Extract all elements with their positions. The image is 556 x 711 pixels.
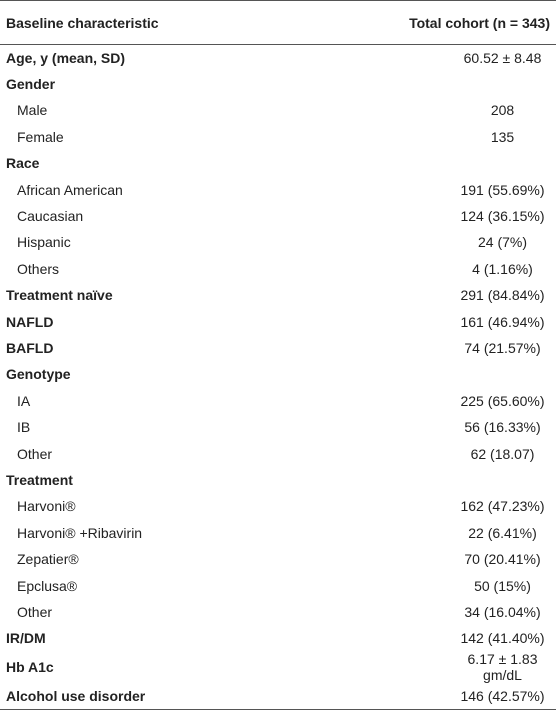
row-label: African American xyxy=(17,181,123,198)
row: Harvoni® 162 (47.23%) xyxy=(0,493,556,519)
row-value: 6.17 ± 1.83 gm/dL xyxy=(467,651,538,684)
row: Female 135 xyxy=(0,124,556,150)
row: Hispanic 24 (7%) xyxy=(0,229,556,255)
row-value: 62 (18.07) xyxy=(470,445,535,462)
row-value: 34 (16.04%) xyxy=(464,603,541,620)
row-label: BAFLD xyxy=(6,339,54,356)
row: Age, y (mean, SD) 60.52 ± 8.48 xyxy=(0,45,556,71)
row: Race xyxy=(0,150,556,176)
row-label: Treatment naïve xyxy=(6,287,113,304)
header-cell: Total cohort (n = 343) xyxy=(300,0,556,45)
table-body: Age, y (mean, SD) 60.52 ± 8.48 Gender Male 2… xyxy=(0,45,556,711)
row-value: 50 (15%) xyxy=(474,577,531,594)
row-value: 208 xyxy=(490,102,515,119)
row-value: 161 (46.94%) xyxy=(460,313,545,330)
row-value: 60.52 ± 8.48 xyxy=(463,49,542,66)
row-value: 74 (21.57%) xyxy=(464,339,541,356)
row-label: Epclusa® xyxy=(17,577,78,594)
row: Treatment naïve 291 (84.84%) xyxy=(0,282,556,308)
row: Male 208 xyxy=(0,97,556,123)
row-label: Gender xyxy=(6,76,56,93)
row-label: Treatment xyxy=(6,471,73,488)
row: NAFLD 161 (46.94%) xyxy=(0,308,556,334)
row: Other 34 (16.04%) xyxy=(0,599,556,625)
row-value: 124 (36.15%) xyxy=(460,208,545,225)
row: IB 56 (16.33%) xyxy=(0,414,556,440)
row: Genotype xyxy=(0,361,556,387)
row-value: 24 (7%) xyxy=(477,234,528,251)
row-value-empty xyxy=(300,150,556,176)
row-label: Age, y (mean, SD) xyxy=(6,49,126,66)
row: Zepatier® 70 (20.41%) xyxy=(0,546,556,572)
header-cell: Baseline characteristic xyxy=(0,0,300,45)
row-label: IB xyxy=(17,419,31,436)
row-value-empty xyxy=(300,71,556,97)
row-label: Harvoni® +Ribavirin xyxy=(17,524,143,541)
row-label: IA xyxy=(17,392,31,409)
row: Harvoni® +Ribavirin 22 (6.41%) xyxy=(0,520,556,546)
row-value: 56 (16.33%) xyxy=(464,419,541,436)
header-row: Baseline characteristic Total cohort (n … xyxy=(0,0,556,45)
row-label: Zepatier® xyxy=(17,551,79,568)
row-value-empty xyxy=(300,361,556,387)
row: BAFLD 74 (21.57%) xyxy=(0,335,556,361)
row: Others 4 (1.16%) xyxy=(0,256,556,282)
row-value: 135 xyxy=(490,128,515,145)
row-value: 162 (47.23%) xyxy=(460,498,545,515)
row: Hb A1c 6.17 ± 1.83 gm/dL xyxy=(0,651,556,683)
row-label: Harvoni® xyxy=(17,498,76,515)
row-label: NAFLD xyxy=(6,313,54,330)
row: IA 225 (65.60%) xyxy=(0,388,556,414)
row-label: Caucasian xyxy=(17,208,84,225)
row: Epclusa® 50 (15%) xyxy=(0,572,556,598)
row-value: 142 (41.40%) xyxy=(460,630,545,647)
row: Alcohol use disorder 146 (42.57%) xyxy=(0,683,556,711)
row-value: 191 (55.69%) xyxy=(460,181,545,198)
row: African American 191 (55.69%) xyxy=(0,176,556,202)
row: IR/DM 142 (41.40%) xyxy=(0,625,556,651)
row-label: Genotype xyxy=(6,366,71,383)
row: Other 62 (18.07) xyxy=(0,440,556,466)
row: Treatment xyxy=(0,467,556,493)
row-value: 146 (42.57%) xyxy=(300,683,556,711)
row-label: Hb A1c xyxy=(6,659,54,676)
row-label: Other xyxy=(17,445,53,462)
row-value-empty xyxy=(300,467,556,493)
row-label: Male xyxy=(17,102,48,119)
row-label: IR/DM xyxy=(6,630,46,647)
row: Gender xyxy=(0,71,556,97)
row: Caucasian 124 (36.15%) xyxy=(0,203,556,229)
table-header: Baseline characteristic Total cohort (n … xyxy=(0,0,556,45)
row-label: Race xyxy=(6,155,40,172)
row-label: Hispanic xyxy=(17,234,71,251)
row-label: Female xyxy=(17,128,64,145)
row-label: Other xyxy=(17,603,53,620)
row-value: 291 (84.84%) xyxy=(460,287,545,304)
row-label: Alcohol use disorder xyxy=(0,683,300,711)
row-value: 22 (6.41%) xyxy=(468,524,537,541)
row-value: 70 (20.41%) xyxy=(464,551,541,568)
row-value: 4 (1.16%) xyxy=(472,260,533,277)
row-value: 225 (65.60%) xyxy=(460,392,545,409)
row-label: Others xyxy=(17,260,60,277)
